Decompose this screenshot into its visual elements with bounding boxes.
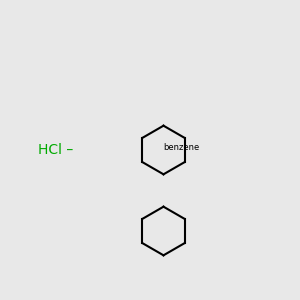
Text: HCl –: HCl – — [38, 143, 73, 157]
Text: benzene: benzene — [164, 143, 200, 152]
